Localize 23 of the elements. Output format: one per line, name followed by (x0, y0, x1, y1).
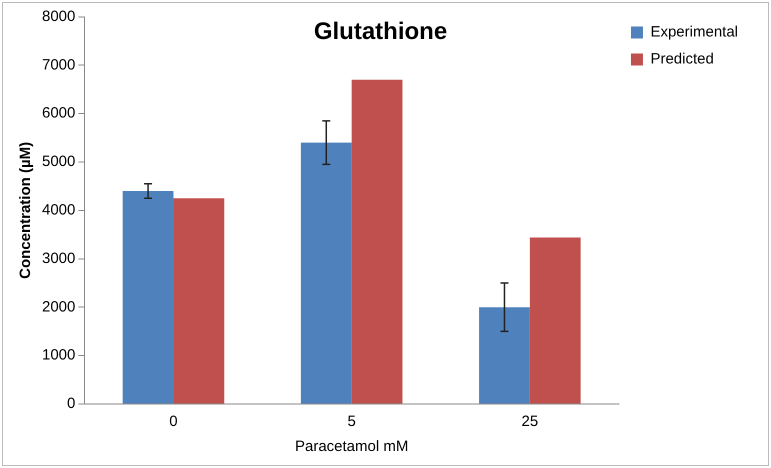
x-tick-label: 0 (169, 413, 178, 430)
y-tick-label: 7000 (42, 56, 76, 74)
x-axis-title: Paracetamol mM (294, 438, 408, 456)
bar (300, 142, 352, 404)
y-tick-label: 8000 (42, 8, 76, 25)
y-tick-label: 5000 (42, 153, 76, 170)
bar (352, 80, 402, 404)
legend-label: Experimental (650, 24, 738, 41)
bar (479, 307, 530, 404)
bar (173, 198, 224, 404)
y-tick-label: 1000 (42, 346, 76, 364)
y-tick-label: 6000 (42, 104, 76, 122)
chart-title: Glutathione (314, 18, 448, 46)
legend-label: Predicted (650, 50, 714, 68)
y-tick-label: 4000 (42, 202, 76, 219)
bar (530, 238, 581, 404)
y-axis-title: Concentration (µM) (17, 142, 34, 279)
y-tick-label: 3000 (42, 250, 76, 267)
y-tick-label: 0 (67, 395, 76, 412)
x-tick-label: 5 (347, 413, 356, 430)
x-tick-label: 25 (522, 413, 538, 430)
bar (122, 191, 174, 404)
y-tick-label: 2000 (42, 298, 76, 316)
